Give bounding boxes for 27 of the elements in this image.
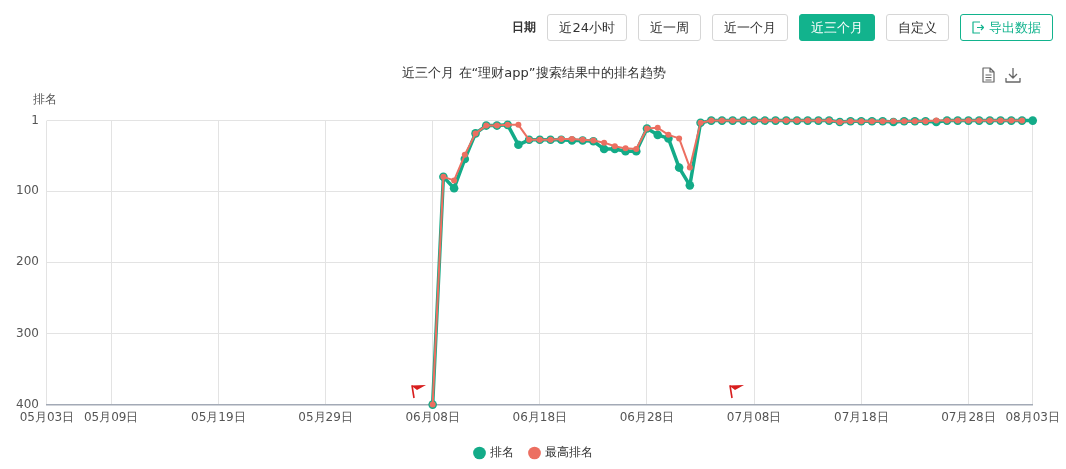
button: 导出数据 <box>960 14 1053 41</box>
button: 自定义 <box>886 14 949 41</box>
legend-label: 最高排名 <box>545 445 593 460</box>
legend-label: 排名 <box>490 445 514 460</box>
x-tick-label: 05月03日 <box>19 409 75 424</box>
text: 日期 <box>512 19 537 36</box>
x-tick-label: 07月08日 <box>726 409 782 424</box>
button: 近24小时 <box>547 14 627 41</box>
x-tick-label: 08月03日 <box>1005 409 1060 424</box>
button: 近一个月 <box>712 14 788 41</box>
x-tick-label: 05月29日 <box>298 409 353 424</box>
button: 近一周 <box>638 14 701 41</box>
x-tick-label: 07月28日 <box>941 409 996 424</box>
x-tick-label: 07月18日 <box>834 409 889 424</box>
x-tick-label: 06月28日 <box>619 409 675 424</box>
y-tick-label: 1 <box>31 112 39 127</box>
y-tick-label: 200 <box>16 254 39 269</box>
y-axis-title: 排名 <box>32 91 57 106</box>
y-tick-label: 100 <box>16 183 39 198</box>
x-tick-label: 05月19日 <box>191 409 246 424</box>
x-tick-label: 06月08日 <box>405 409 460 424</box>
button: 近三个月 <box>799 14 875 41</box>
x-tick-label: 05月09日 <box>83 409 139 424</box>
y-tick-label: 300 <box>16 325 39 340</box>
chart-title: 近三个月 在“理财app”搜索结果中的排名趋势 <box>402 65 666 81</box>
x-tick-label: 06月18日 <box>512 409 568 424</box>
y-tick-label: 400 <box>16 396 39 411</box>
